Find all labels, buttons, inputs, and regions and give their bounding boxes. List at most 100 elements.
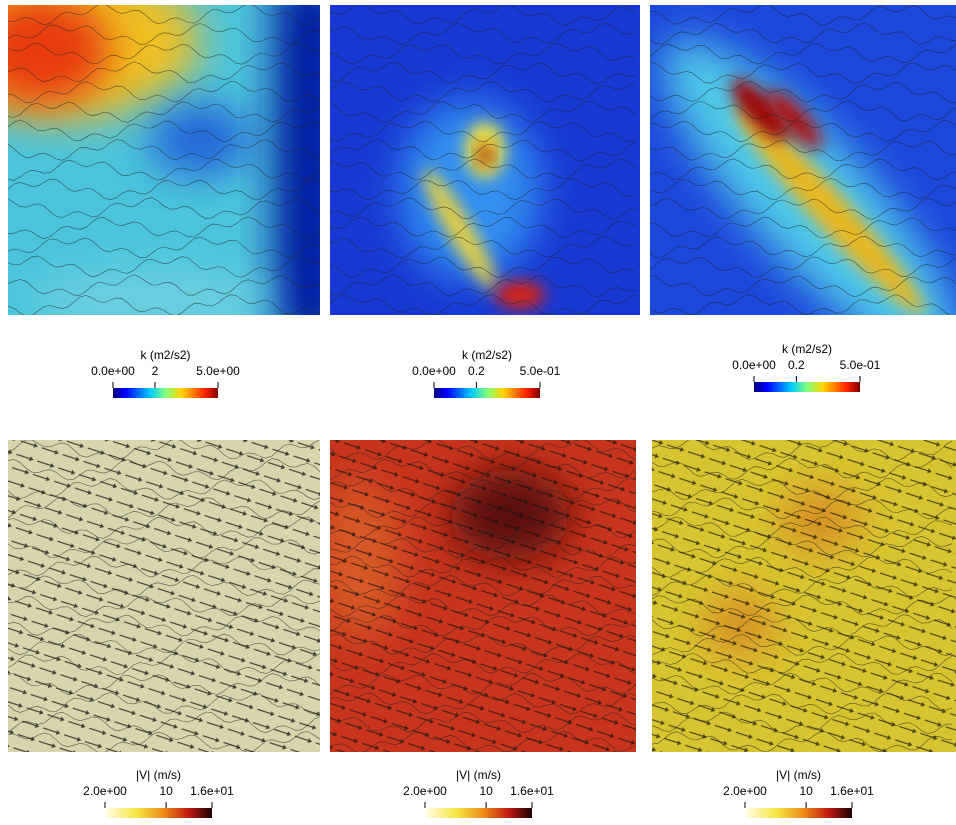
contour-line — [8, 158, 320, 181]
contour-line — [8, 711, 320, 733]
contour-line — [652, 731, 953, 752]
contour-line — [8, 42, 320, 65]
field-panel — [330, 5, 640, 315]
contour-line — [8, 5, 320, 26]
contour-line — [650, 197, 956, 220]
contour-line — [330, 5, 637, 26]
contour-line — [8, 236, 320, 259]
contour-line — [330, 294, 637, 315]
colorbar-tick-label: 0.0e+00 — [732, 358, 776, 372]
contour-line — [330, 633, 636, 656]
contour-line — [8, 458, 320, 481]
contours — [330, 5, 637, 315]
contour-line — [330, 158, 637, 180]
contour-line — [330, 197, 637, 220]
contour-line — [8, 496, 320, 520]
colorbar-title: k (m2/s2) — [140, 348, 190, 362]
contour-line — [650, 43, 956, 65]
contour-line — [652, 711, 953, 735]
contour-line — [8, 516, 320, 539]
contour-line — [8, 440, 320, 460]
contour-line — [8, 81, 320, 103]
contour-line — [330, 730, 636, 752]
colorbar-tick-label: 1.6e+01 — [510, 784, 554, 798]
contours — [330, 440, 636, 752]
contour-line — [8, 673, 320, 695]
contour-line — [8, 274, 320, 296]
contour-line — [330, 516, 636, 539]
contour-line — [650, 119, 956, 143]
contour-line — [650, 158, 956, 181]
colorbar-title: |V| (m/s) — [136, 768, 181, 782]
colorbar — [745, 808, 852, 818]
colorbar-tick-label: 2 — [152, 364, 159, 378]
colorbar — [105, 808, 212, 818]
colorbar — [425, 808, 532, 818]
contour-line — [8, 653, 320, 675]
contour-line — [8, 216, 320, 239]
contour-line — [650, 256, 956, 278]
contours — [8, 440, 320, 752]
colorbar — [434, 388, 540, 398]
contour-line — [650, 22, 956, 45]
field-panel — [330, 440, 636, 752]
contour-line — [330, 477, 636, 501]
colorbar-tick-label: 2.0e+00 — [723, 784, 767, 798]
contour-line — [8, 197, 320, 220]
field-panel — [8, 440, 320, 752]
contour-line — [330, 440, 636, 461]
contour-line — [330, 80, 637, 103]
contour-line — [650, 139, 956, 161]
contour-line — [330, 42, 637, 65]
contour-line — [652, 440, 953, 461]
colorbar-title: k (m2/s2) — [782, 342, 832, 356]
colorbar-tick-label: 10 — [479, 784, 493, 798]
contour-line — [652, 672, 953, 695]
colorbar-tick-label: 2.0e+00 — [403, 784, 447, 798]
contour-line — [330, 62, 637, 84]
contour-line — [8, 692, 320, 715]
contour-line — [330, 497, 636, 519]
contour-line — [652, 653, 953, 675]
contour-line — [8, 477, 320, 501]
field-panel — [8, 5, 320, 315]
colorbar-title: |V| (m/s) — [456, 768, 501, 782]
colorbar — [754, 382, 860, 392]
colorbar-tick-label: 5.0e-01 — [520, 364, 561, 378]
contour-line — [652, 594, 953, 616]
contour-line — [8, 633, 320, 656]
colorbar-tick-label: 1.6e+01 — [190, 784, 234, 798]
contours — [650, 5, 956, 315]
contour-line — [8, 731, 320, 752]
contour-line — [330, 536, 636, 559]
colorbar-tick-label: 0.2 — [788, 358, 805, 372]
contour-line — [650, 216, 956, 239]
contour-line — [650, 294, 950, 315]
contour-line — [330, 458, 636, 481]
colorbar-tick-label: 10 — [799, 784, 813, 798]
contour-line — [330, 574, 636, 597]
contour-line — [652, 497, 953, 520]
colorbar-tick-label: 10 — [159, 784, 173, 798]
colorbar-tick-label: 0.0e+00 — [91, 364, 135, 378]
contour-line — [652, 556, 953, 579]
colorbar-title: |V| (m/s) — [776, 768, 821, 782]
colorbar-tick-label: 5.0e+00 — [196, 364, 240, 378]
contour-line — [8, 119, 320, 143]
contour-line — [8, 23, 320, 45]
colorbar-tick-label: 0.2 — [468, 364, 485, 378]
contour-line — [650, 5, 956, 26]
contour-line — [8, 294, 320, 315]
contour-line — [8, 255, 320, 278]
contour-line — [8, 614, 320, 637]
contour-line — [652, 634, 953, 656]
contours — [8, 5, 320, 315]
colorbar-tick-label: 2.0e+00 — [83, 784, 127, 798]
contour-line — [330, 555, 636, 578]
contour-line — [652, 516, 953, 539]
contour-line — [330, 22, 637, 45]
contour-line — [330, 614, 636, 637]
contour-line — [652, 614, 953, 637]
colorbar-tick-label: 0.0e+00 — [412, 364, 456, 378]
contour-line — [650, 274, 956, 298]
